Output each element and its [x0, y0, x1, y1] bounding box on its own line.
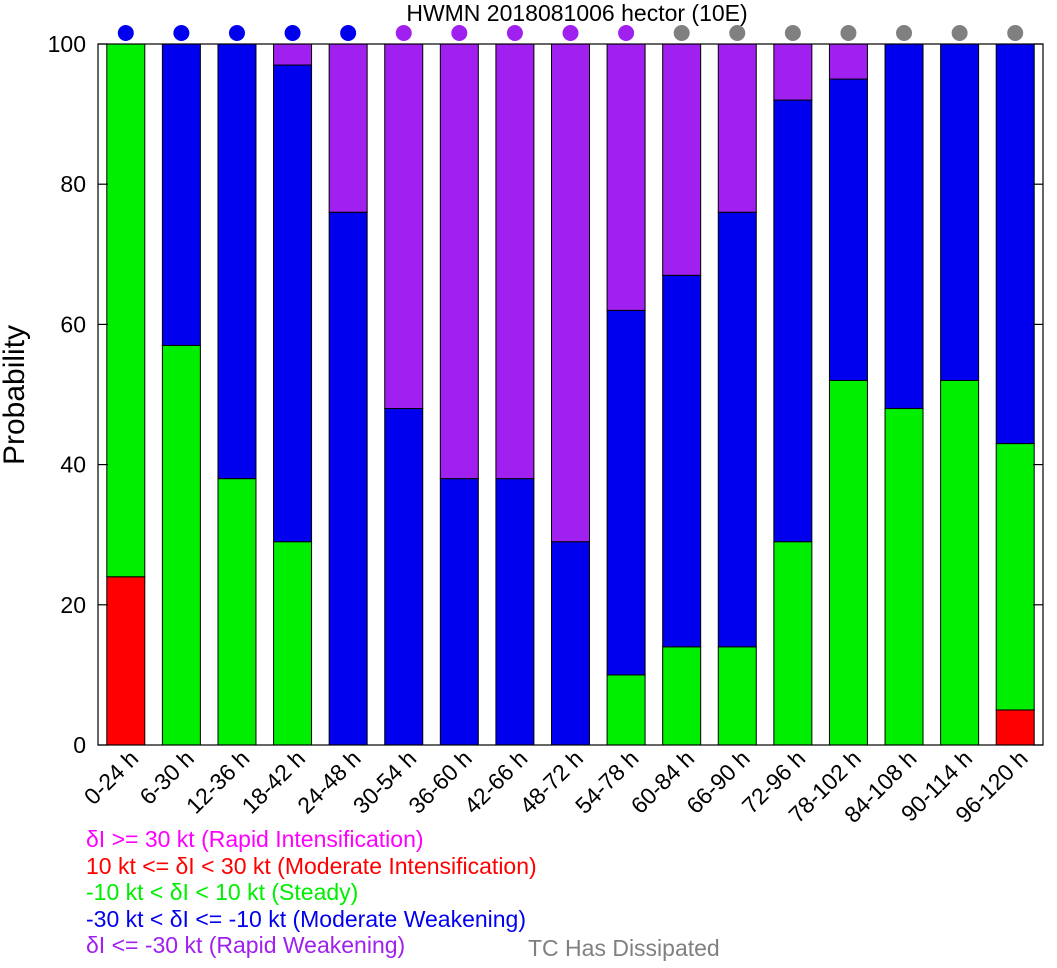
bar-segment-s2-15: [940, 379, 980, 746]
bar-segment-s2-2: [217, 478, 257, 746]
bar-segment-s3-3: [273, 64, 313, 543]
marker-dot-9: [618, 25, 635, 41]
bar-segment-s4-8: [551, 43, 590, 543]
bar-segment-s3-10: [662, 274, 702, 648]
marker-dot-5: [395, 25, 412, 41]
bar-segment-s4-13: [828, 43, 868, 80]
marker-dot-1: [173, 25, 190, 41]
marker-dot-10: [673, 25, 690, 41]
bar-segment-s3-5: [384, 408, 424, 746]
bar-segment-s4-9: [606, 43, 646, 311]
bar-segment-s2-9: [606, 674, 646, 746]
bar-segment-s4-4: [328, 43, 368, 213]
marker-dot-6: [451, 25, 468, 41]
bar-segment-s2-13: [828, 379, 868, 746]
y-axis-label: Probability: [0, 325, 31, 465]
y-tick-label-1: 20: [60, 592, 86, 618]
marker-dot-13: [840, 25, 857, 41]
plot-frame: [97, 43, 1044, 746]
bar-segment-s3-2: [217, 43, 257, 480]
y-tick-label-5: 100: [48, 31, 86, 57]
bar-segment-s2-12: [773, 541, 813, 746]
bar-segment-s3-14: [884, 43, 924, 410]
bar-segment-s3-11: [717, 211, 757, 648]
bar-segment-s2-3: [273, 541, 313, 746]
bar-segment-s2-10: [662, 646, 702, 746]
bar-segment-s4-10: [662, 43, 702, 276]
bar-segment-s4-3: [273, 43, 313, 66]
chart-title: HWMN 2018081006 hector (10E): [406, 0, 747, 26]
legend-item-2: -10 kt < δI < 10 kt (Steady): [86, 879, 359, 905]
y-tick-label-0: 0: [73, 732, 86, 758]
legend-item-0: δI >= 30 kt (Rapid Intensification): [86, 826, 424, 852]
bar-segment-s2-14: [884, 408, 924, 746]
marker-dot-16: [1007, 25, 1024, 41]
bar-segment-s3-15: [940, 43, 980, 381]
bars-layer: [106, 43, 1035, 746]
y-tick-label-3: 60: [60, 311, 86, 337]
legend-dissipated-label: TC Has Dissipated: [528, 935, 720, 961]
bar-segment-s3-8: [551, 541, 590, 746]
x-tick-label-0: 0-24 h: [79, 745, 144, 810]
bar-segment-s1-0: [106, 576, 146, 746]
bar-segment-s4-5: [384, 43, 424, 410]
marker-dot-14: [896, 25, 913, 41]
bar-segment-s3-13: [828, 78, 868, 381]
bar-segment-s3-6: [439, 478, 479, 746]
bar-segment-s3-12: [773, 99, 813, 543]
marker-dot-12: [784, 25, 801, 41]
bar-segment-s3-7: [495, 478, 535, 746]
legend-item-4: δI <= -30 kt (Rapid Weakening): [86, 932, 406, 958]
bar-segment-s4-12: [773, 43, 813, 101]
bar-segment-s2-1: [161, 344, 201, 746]
marker-dot-2: [228, 25, 245, 41]
bar-segment-s2-0: [106, 43, 146, 578]
marker-dot-0: [117, 25, 134, 41]
marker-dot-8: [562, 25, 579, 41]
marker-dot-4: [340, 25, 357, 41]
marker-dot-11: [729, 25, 746, 41]
marker-dot-15: [951, 25, 968, 41]
forecast-markers-layer: [117, 25, 1024, 41]
marker-dot-3: [284, 25, 301, 41]
y-tick-label-4: 80: [60, 171, 86, 197]
bar-segment-s2-16: [995, 443, 1035, 711]
bar-segment-s3-9: [606, 309, 646, 676]
bar-segment-s2-11: [717, 646, 757, 746]
bar-segment-s4-6: [439, 43, 479, 480]
bar-segment-s3-1: [161, 43, 201, 346]
y-tick-label-2: 40: [60, 452, 86, 478]
bar-segment-s4-7: [495, 43, 535, 480]
bar-segment-s4-11: [717, 43, 757, 213]
legend: δI >= 30 kt (Rapid Intensification) 10 kt…: [86, 826, 537, 959]
marker-dot-7: [506, 25, 523, 41]
legend-item-3: -30 kt < δI <= -10 kt (Moderate Weakenin…: [86, 905, 527, 932]
bar-segment-s1-16: [995, 709, 1035, 746]
bar-segment-s3-16: [995, 43, 1035, 445]
bar-segment-s3-4: [328, 211, 368, 746]
legend-item-1: 10 kt <= δI < 30 kt (Moderate Intensific…: [86, 852, 537, 879]
